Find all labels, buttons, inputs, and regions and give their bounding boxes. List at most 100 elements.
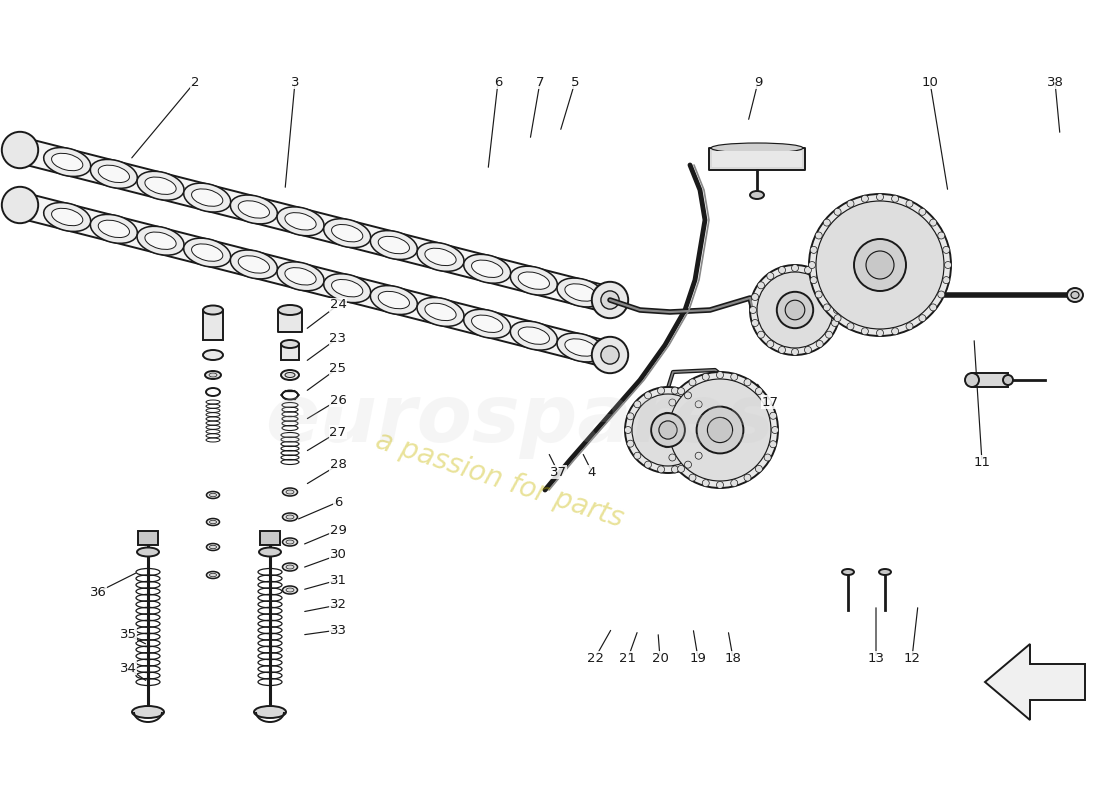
- Circle shape: [808, 194, 952, 336]
- Polygon shape: [16, 138, 613, 313]
- Circle shape: [684, 392, 692, 399]
- Ellipse shape: [879, 569, 891, 575]
- Circle shape: [744, 379, 751, 386]
- Text: 22: 22: [586, 651, 604, 665]
- Ellipse shape: [417, 242, 464, 271]
- Circle shape: [658, 387, 664, 394]
- Ellipse shape: [184, 183, 231, 212]
- Ellipse shape: [191, 244, 223, 262]
- Circle shape: [834, 314, 842, 322]
- Circle shape: [669, 399, 675, 406]
- Circle shape: [785, 300, 805, 320]
- Circle shape: [770, 412, 777, 419]
- Circle shape: [815, 291, 822, 298]
- Text: 24: 24: [330, 298, 346, 311]
- Circle shape: [632, 394, 704, 466]
- Circle shape: [906, 200, 913, 207]
- Circle shape: [689, 379, 696, 386]
- Ellipse shape: [230, 195, 277, 224]
- Ellipse shape: [138, 547, 160, 557]
- Ellipse shape: [204, 350, 223, 360]
- Ellipse shape: [207, 543, 220, 550]
- Text: 33: 33: [330, 623, 346, 637]
- Text: 32: 32: [330, 598, 346, 611]
- Ellipse shape: [132, 706, 164, 718]
- Text: 37: 37: [550, 466, 566, 478]
- Ellipse shape: [331, 225, 363, 242]
- Text: 26: 26: [330, 394, 346, 406]
- Ellipse shape: [371, 230, 417, 259]
- Circle shape: [2, 132, 39, 168]
- Ellipse shape: [277, 207, 324, 236]
- Circle shape: [758, 282, 764, 289]
- Circle shape: [816, 201, 944, 329]
- Text: 28: 28: [330, 458, 346, 471]
- Circle shape: [866, 251, 894, 279]
- Circle shape: [938, 232, 945, 239]
- Ellipse shape: [207, 518, 220, 526]
- Circle shape: [645, 392, 651, 399]
- Ellipse shape: [209, 520, 217, 524]
- Ellipse shape: [98, 220, 130, 238]
- Ellipse shape: [283, 513, 297, 521]
- Circle shape: [892, 328, 899, 334]
- Text: 11: 11: [974, 455, 990, 469]
- Ellipse shape: [239, 256, 270, 273]
- Circle shape: [757, 272, 833, 348]
- Circle shape: [823, 304, 830, 311]
- Circle shape: [756, 388, 762, 394]
- Text: a passion for parts: a passion for parts: [373, 426, 627, 534]
- Circle shape: [702, 480, 710, 486]
- Circle shape: [816, 341, 823, 347]
- Ellipse shape: [1071, 291, 1079, 298]
- Circle shape: [684, 461, 692, 468]
- Ellipse shape: [425, 248, 456, 266]
- Text: 36: 36: [89, 586, 107, 598]
- Circle shape: [707, 418, 733, 442]
- Ellipse shape: [207, 571, 220, 578]
- Circle shape: [671, 387, 679, 394]
- Ellipse shape: [323, 274, 371, 302]
- Text: 30: 30: [330, 549, 346, 562]
- Circle shape: [770, 441, 777, 448]
- Ellipse shape: [209, 574, 217, 577]
- Text: 9: 9: [754, 75, 762, 89]
- Ellipse shape: [277, 262, 324, 290]
- Text: 6: 6: [333, 495, 342, 509]
- Ellipse shape: [145, 232, 176, 250]
- Circle shape: [938, 291, 945, 298]
- Ellipse shape: [711, 143, 803, 153]
- Circle shape: [811, 246, 817, 254]
- Bar: [260, 531, 280, 545]
- Text: 38: 38: [1046, 75, 1064, 89]
- Ellipse shape: [204, 306, 223, 314]
- Ellipse shape: [472, 260, 503, 278]
- Ellipse shape: [90, 214, 138, 243]
- Circle shape: [592, 337, 628, 373]
- Circle shape: [627, 413, 634, 420]
- Ellipse shape: [138, 226, 184, 255]
- Circle shape: [943, 277, 949, 284]
- Ellipse shape: [44, 202, 90, 231]
- Ellipse shape: [205, 371, 221, 379]
- Circle shape: [625, 426, 631, 434]
- Circle shape: [847, 322, 854, 330]
- Circle shape: [847, 200, 854, 207]
- Bar: [278, 310, 303, 332]
- Circle shape: [592, 282, 628, 318]
- Text: 27: 27: [330, 426, 346, 438]
- Circle shape: [832, 294, 838, 301]
- Circle shape: [771, 426, 779, 434]
- Ellipse shape: [557, 278, 604, 307]
- Text: 5: 5: [571, 75, 580, 89]
- Ellipse shape: [425, 303, 456, 321]
- Text: 18: 18: [725, 651, 741, 665]
- Circle shape: [834, 306, 840, 314]
- Text: 23: 23: [330, 331, 346, 345]
- Circle shape: [730, 374, 738, 380]
- Bar: [280, 344, 299, 360]
- Circle shape: [758, 331, 764, 338]
- Ellipse shape: [510, 266, 558, 295]
- Circle shape: [861, 328, 868, 334]
- Ellipse shape: [191, 189, 223, 206]
